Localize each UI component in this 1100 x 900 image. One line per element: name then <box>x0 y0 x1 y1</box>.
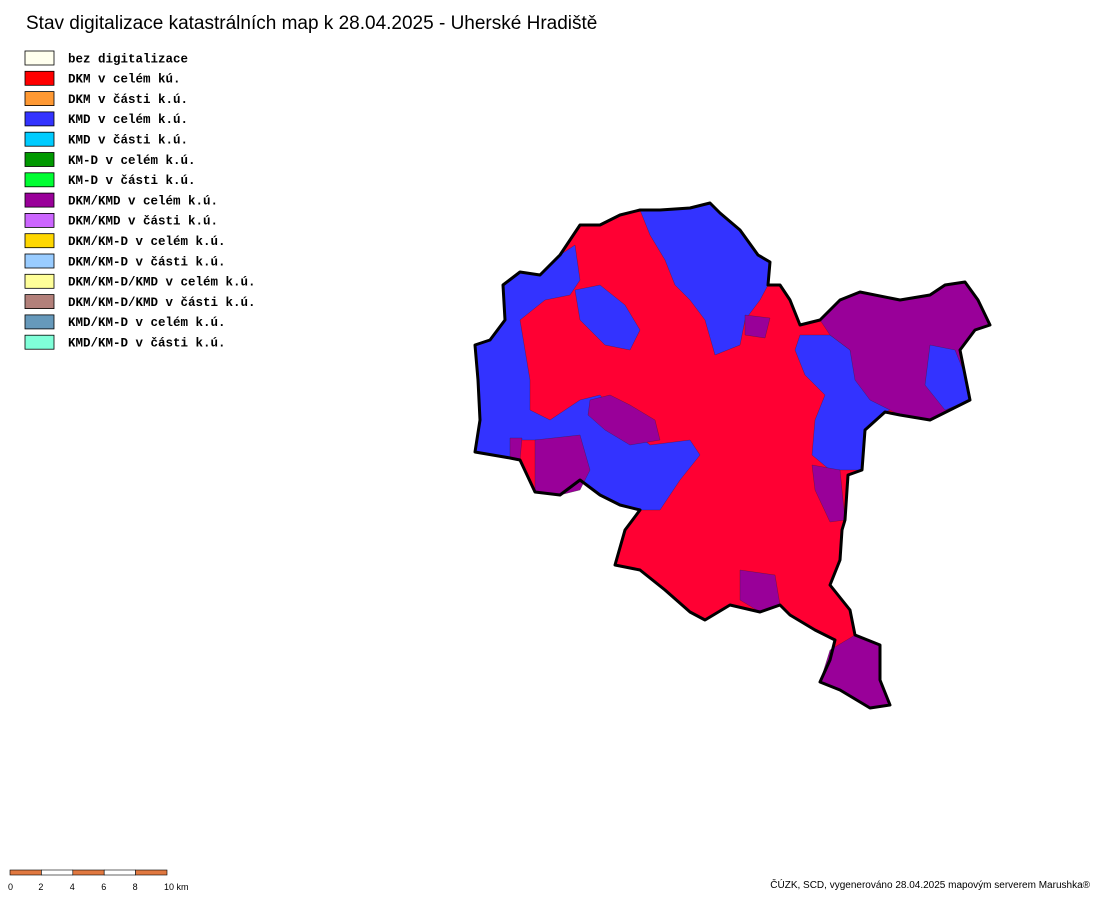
scale-label: 4 <box>70 882 75 892</box>
legend-label: DKM v části k.ú. <box>68 93 188 107</box>
legend-swatch <box>24 91 55 106</box>
legend-swatch <box>24 212 55 228</box>
legend-label: KM-D v celém k.ú. <box>68 154 196 168</box>
scale-segment <box>135 869 168 876</box>
map-title: Stav digitalizace katastrálních map k 28… <box>26 13 597 34</box>
legend-swatch <box>24 294 55 310</box>
legend-label: DKM/KMD v celém k.ú. <box>68 194 218 208</box>
region <box>509 437 523 461</box>
legend-label: bez digitalizace <box>68 52 188 66</box>
region <box>811 464 846 523</box>
scale-segment <box>41 869 74 876</box>
legend-label: KMD/KM-D v celém k.ú. <box>68 316 226 330</box>
legend-label: KMD/KM-D v části k.ú. <box>68 336 226 350</box>
scale-segment <box>9 869 42 876</box>
scale-label: 0 <box>8 882 13 892</box>
legend-label: KM-D v části k.ú. <box>68 174 196 188</box>
scale-label: 8 <box>133 882 138 892</box>
legend-label: DKM v celém kú. <box>68 73 181 87</box>
district-outline <box>473 201 992 710</box>
legend-label: DKM/KM-D v části k.ú. <box>68 255 226 269</box>
map <box>473 201 992 710</box>
legend-swatch <box>24 314 55 330</box>
scale-segment <box>103 869 136 876</box>
legend-swatch <box>24 253 55 269</box>
legend-label: DKM/KM-D/KMD v části k.ú. <box>68 296 256 310</box>
legend-label: DKM/KM-D v celém k.ú. <box>68 235 226 249</box>
legend-swatch <box>24 131 55 147</box>
legend-swatch <box>24 273 55 289</box>
legend-label: DKM/KMD v části k.ú. <box>68 215 218 229</box>
scale-label: 10 km <box>164 882 189 892</box>
scale-label: 2 <box>38 882 43 892</box>
scale-bar: 0 2 4 6 8 10 km <box>8 869 189 892</box>
scale-segment <box>72 869 105 876</box>
legend-label: KMD v celém k.ú. <box>68 113 188 127</box>
region <box>744 314 771 339</box>
legend-label: DKM/KM-D/KMD v celém k.ú. <box>68 276 256 290</box>
scale-label: 6 <box>101 882 106 892</box>
legend-swatch <box>24 192 55 208</box>
region <box>574 284 641 351</box>
legend-swatch <box>24 172 55 188</box>
legend-swatch <box>24 111 55 127</box>
legend-label: KMD v části k.ú. <box>68 133 188 147</box>
credit: ČÚZK, SCD, vygenerováno 28.04.2025 mapov… <box>770 878 1090 891</box>
region <box>534 434 591 496</box>
legend-swatch <box>24 50 55 66</box>
region <box>587 394 661 446</box>
legend-swatch <box>24 334 55 350</box>
legend-swatch <box>24 152 55 167</box>
legend-swatch <box>24 70 55 86</box>
legend: bez digitalizace DKM v celém kú. DKM v čás… <box>24 50 256 350</box>
legend-swatch <box>24 233 55 249</box>
